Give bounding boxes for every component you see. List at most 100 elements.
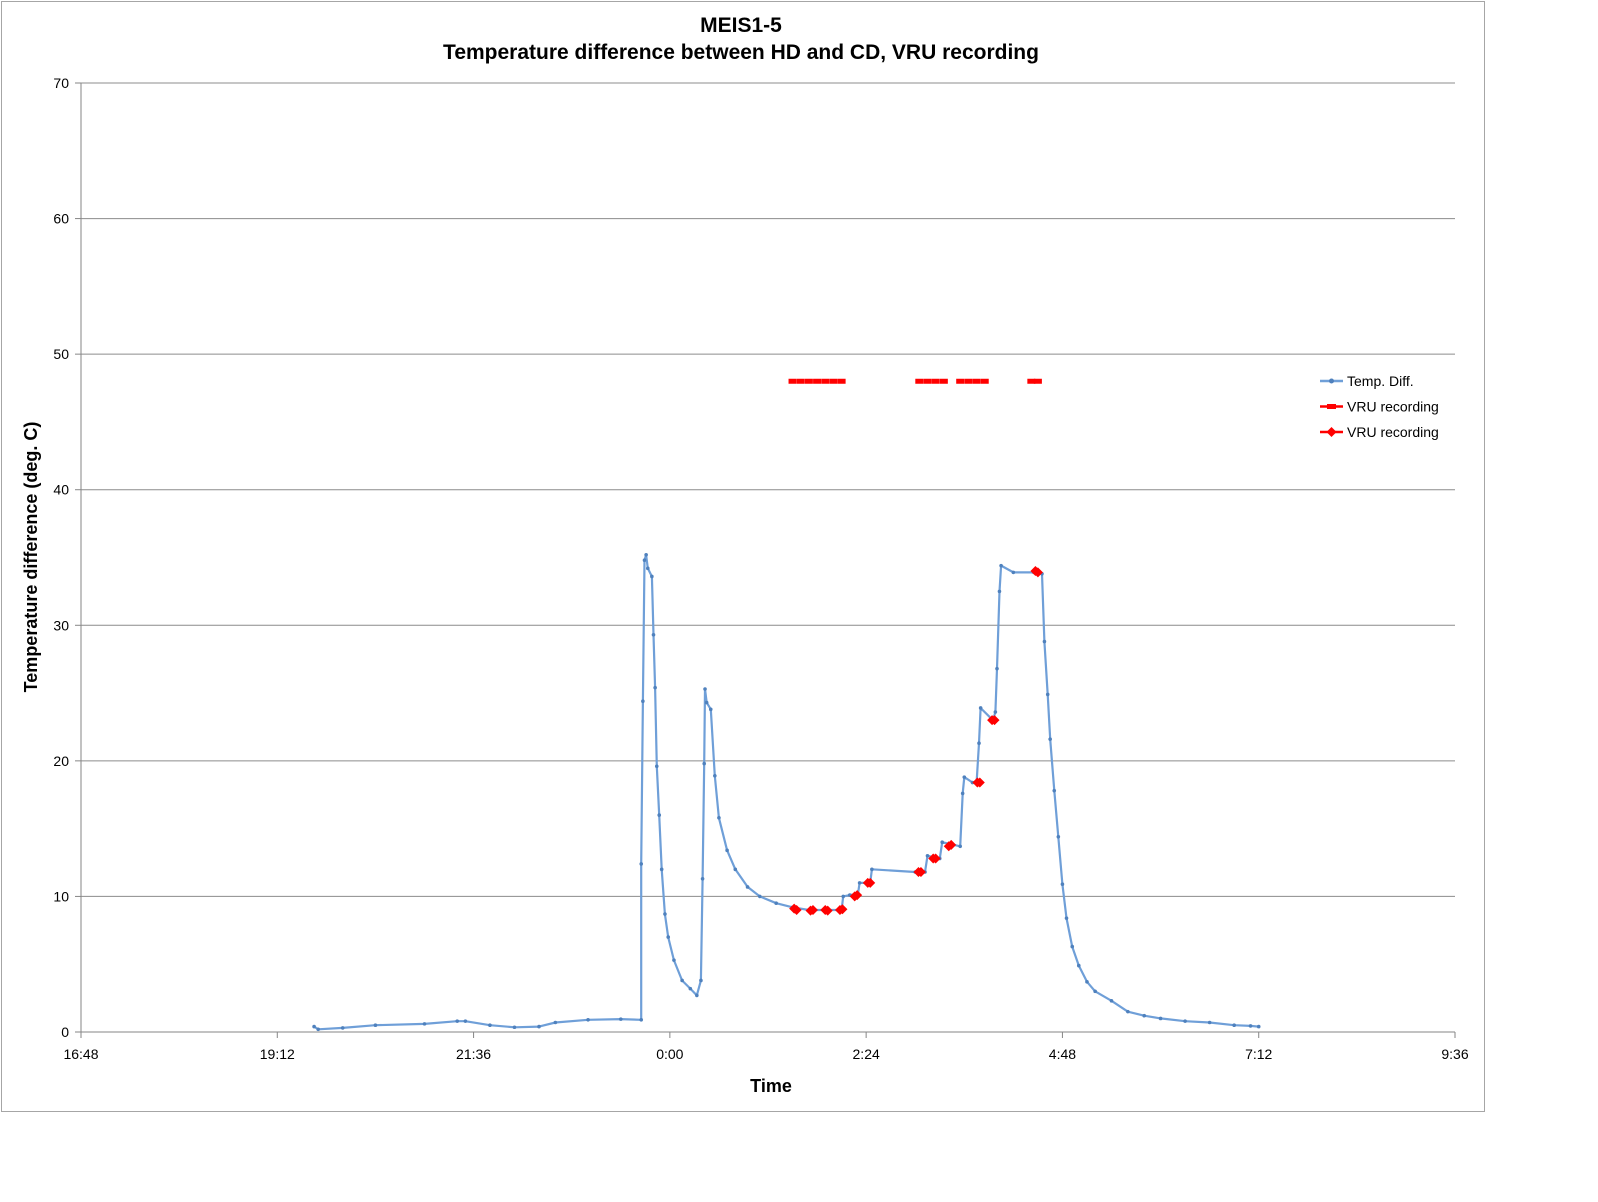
- legend-label: VRU recording: [1347, 399, 1439, 415]
- y-tick-label: 70: [53, 75, 69, 91]
- legend: Temp. Diff. VRU recording VRU recording: [1320, 373, 1439, 440]
- x-tick-label: 9:36: [1441, 1046, 1468, 1062]
- temp-diff-point: [645, 566, 650, 571]
- temp-diff-point: [688, 986, 693, 991]
- temp-diff-point: [488, 1023, 492, 1028]
- y-tick-label: 20: [53, 753, 69, 769]
- vru-dash-mark: [1033, 378, 1042, 384]
- temp-diff-point: [1158, 1016, 1163, 1021]
- temp-diff-point: [1207, 1020, 1212, 1025]
- x-tick-label: 7:12: [1245, 1046, 1272, 1062]
- temp-diff-point: [1256, 1024, 1261, 1029]
- vru-marker: [989, 715, 1000, 726]
- temp-diff-point: [512, 1025, 517, 1030]
- vru-dash-mark: [964, 378, 973, 384]
- temp-diff-point: [960, 791, 965, 796]
- temp-diff-point: [977, 741, 981, 746]
- temp-diff-point: [870, 867, 874, 872]
- temp-diff-point: [666, 935, 671, 939]
- y-axis-title: Temperature difference (deg. C): [21, 422, 41, 693]
- temp-diff-point: [703, 687, 707, 691]
- temp-diff-point: [586, 1017, 590, 1022]
- temp-diff-point: [717, 815, 721, 820]
- temp-diff-point: [1142, 1013, 1147, 1018]
- series-temp-diff: [312, 552, 1261, 1032]
- temp-diff-point: [758, 894, 762, 899]
- chart-area: [1, 1, 1485, 1112]
- series-vru-recording-dashes: [788, 378, 1042, 384]
- vru-marker: [822, 905, 833, 916]
- x-tick-label: 2:24: [853, 1046, 880, 1062]
- temp-diff-point: [639, 1017, 644, 1022]
- temp-diff-point: [537, 1024, 541, 1029]
- vru-dash-mark: [804, 378, 813, 384]
- x-axis: [80, 1032, 1456, 1038]
- vru-dash-mark: [915, 378, 924, 384]
- y-tick-label: 0: [61, 1024, 69, 1040]
- temp-diff-point: [659, 867, 664, 872]
- x-tick-label: 0:00: [656, 1046, 683, 1062]
- y-tick-label: 50: [53, 346, 69, 362]
- temp-diff-point: [1045, 692, 1050, 697]
- legend-marker: [1327, 404, 1336, 409]
- temp-diff-point: [958, 844, 962, 849]
- vru-dash-mark: [956, 378, 965, 384]
- vru-marker: [946, 839, 957, 850]
- temp-diff-point: [774, 901, 778, 906]
- temp-diff-point: [699, 978, 703, 983]
- vru-marker: [852, 890, 863, 901]
- temp-diff-point: [422, 1022, 427, 1026]
- temp-diff-point: [997, 589, 1002, 594]
- temp-diff-point: [653, 685, 657, 690]
- temp-diff-point: [1085, 980, 1089, 984]
- temp-diff-point: [962, 775, 967, 779]
- chart-title-line2: Temperature difference between HD and CD…: [443, 41, 1039, 64]
- vru-dash-mark: [788, 378, 797, 384]
- y-tick-label: 40: [53, 482, 69, 498]
- temp-diff-point: [641, 699, 645, 704]
- x-tick-label: 4:48: [1049, 1046, 1076, 1062]
- temp-diff-point: [1126, 1009, 1130, 1014]
- temp-diff-point: [993, 710, 998, 714]
- vru-marker: [974, 777, 985, 788]
- y-tick-label: 60: [53, 211, 69, 227]
- vru-dash-mark: [939, 378, 948, 384]
- legend-marker: [1326, 427, 1337, 437]
- vru-marker: [930, 853, 941, 864]
- temp-diff-point: [695, 993, 699, 998]
- x-tick-label: 21:36: [456, 1046, 491, 1062]
- vru-marker: [791, 904, 802, 915]
- temp-diff-line: [313, 553, 1259, 1031]
- vru-dash-mark: [829, 378, 838, 384]
- temp-diff-point: [373, 1023, 378, 1028]
- temp-diff-point: [672, 958, 676, 962]
- temp-diff-point: [316, 1027, 320, 1032]
- temp-diff-point: [680, 978, 684, 983]
- temp-diff-point: [340, 1026, 345, 1030]
- x-tick-label: 16:48: [63, 1046, 98, 1062]
- y-tick-label: 10: [53, 888, 69, 904]
- temp-diff-point: [940, 840, 945, 844]
- temp-diff-point: [733, 867, 738, 872]
- y-tick-labels: 0 10 20 30 40 50 60 70: [53, 75, 69, 1040]
- temp-diff-point: [654, 764, 659, 769]
- vru-marker: [915, 867, 926, 878]
- x-tick-labels: 16:48 19:12 21:36 0:00 2:24 4:48 7:12 9:36: [63, 1046, 1468, 1062]
- temp-diff-point: [644, 552, 648, 557]
- temp-diff-point: [725, 848, 729, 853]
- temp-diff-point: [463, 1019, 468, 1023]
- temp-diff-point: [700, 877, 705, 881]
- temp-diff-point: [618, 1017, 623, 1021]
- temp-diff-point: [1011, 570, 1016, 575]
- temp-diff-point: [312, 1024, 316, 1029]
- vru-dash-mark: [821, 378, 830, 384]
- temp-diff-point: [553, 1020, 558, 1025]
- temp-diff-point: [745, 885, 750, 889]
- temp-diff-point: [1070, 944, 1075, 949]
- x-axis-title: Time: [750, 1076, 792, 1096]
- temp-diff-point: [999, 563, 1003, 568]
- temp-diff-point: [1076, 963, 1081, 968]
- temp-diff-point: [1064, 916, 1069, 920]
- temp-diff-point: [650, 574, 654, 579]
